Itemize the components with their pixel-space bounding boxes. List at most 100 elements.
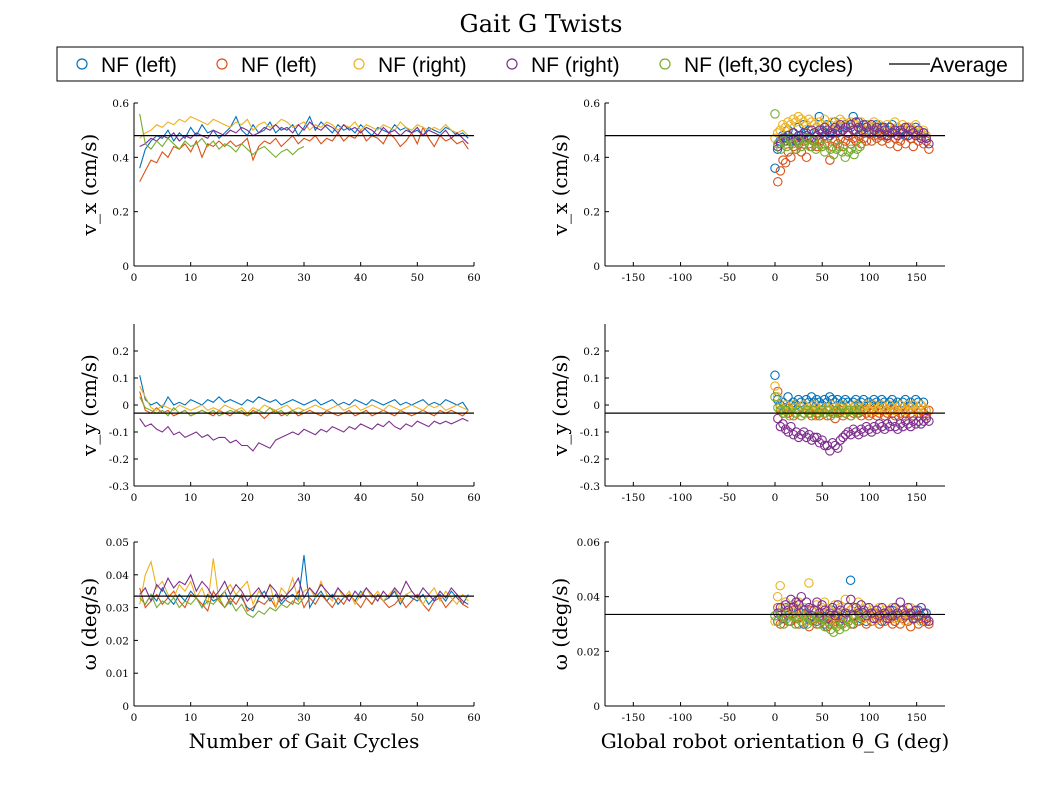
- data-point: [869, 400, 879, 410]
- x-tick-label: 150: [907, 272, 927, 284]
- legend-label: NF (left): [241, 54, 317, 77]
- x-tick-label: -50: [719, 272, 736, 284]
- series-line-3: [139, 385, 469, 414]
- y-tick-label: -0.2: [580, 454, 600, 466]
- series-scatter-5: [770, 109, 865, 163]
- data-point: [812, 597, 822, 607]
- data-point: [781, 141, 792, 152]
- y-tick-label: 0.4: [112, 152, 129, 164]
- legend: NF (left) NF (left) NF (right) NF (right) NF…: [56, 46, 1024, 82]
- data-point: [827, 128, 838, 138]
- data-point: [772, 591, 783, 602]
- data-point: [882, 405, 892, 416]
- data-point: [770, 611, 780, 621]
- x-tick-label: 60: [467, 272, 480, 284]
- data-point: [895, 597, 906, 607]
- x-tick-label: -150: [622, 492, 646, 504]
- y-tick-label: -0.2: [109, 454, 129, 466]
- data-point: [916, 128, 926, 138]
- x-tick-label: 30: [297, 712, 310, 724]
- data-point: [855, 141, 865, 152]
- data-point: [837, 402, 848, 413]
- data-point: [780, 122, 791, 133]
- y-tick-label: 0.04: [577, 592, 601, 604]
- data-point: [892, 141, 903, 152]
- data-point: [846, 411, 856, 421]
- data-point: [783, 117, 793, 127]
- data-point: [776, 405, 786, 416]
- data-point: [877, 400, 887, 410]
- data-point: [781, 405, 792, 416]
- y-tick-label: 0.2: [112, 346, 129, 358]
- data-point: [799, 139, 810, 149]
- data-point: [773, 139, 783, 149]
- data-point: [819, 122, 830, 133]
- y-tick-label: -0.1: [109, 427, 129, 439]
- data-point: [895, 125, 906, 135]
- data-point: [838, 125, 848, 135]
- y-tick-label: 0.2: [112, 207, 129, 219]
- data-point: [892, 424, 903, 435]
- data-point: [770, 109, 780, 119]
- data-point: [834, 624, 845, 635]
- data-point: [898, 421, 908, 432]
- data-point: [903, 400, 913, 410]
- data-point: [773, 402, 783, 413]
- data-point: [778, 602, 788, 613]
- y-tick-label: -0.3: [109, 481, 129, 493]
- x-tick-label: -100: [669, 712, 693, 724]
- data-point: [770, 370, 780, 381]
- x-axis-label: Global robot orientation θ_G (deg): [601, 729, 950, 753]
- data-point: [905, 421, 916, 432]
- data-point: [780, 158, 791, 168]
- data-point: [825, 446, 835, 456]
- data-point: [820, 147, 830, 157]
- data-point: [802, 619, 812, 629]
- data-point: [846, 619, 856, 629]
- data-point: [900, 405, 911, 416]
- data-point: [804, 578, 814, 588]
- data-point: [921, 413, 932, 424]
- data-point: [834, 141, 845, 152]
- data-point: [793, 432, 804, 443]
- legend-marker: [216, 58, 228, 70]
- data-point: [775, 421, 786, 432]
- data-point: [879, 424, 890, 435]
- data-point: [814, 619, 824, 629]
- x-tick-label: -100: [669, 272, 693, 284]
- series-line-1: [139, 555, 469, 612]
- y-tick-label: 0.2: [583, 346, 600, 358]
- x-tick-label: 50: [411, 492, 424, 504]
- x-tick-label: 40: [354, 712, 367, 724]
- data-point: [845, 117, 856, 127]
- panels: 0 0.2 0.4 0.6 0 10 20 30 40 50 60 v_x (cm/s) 0 0.2 0.4…: [77, 98, 949, 753]
- legend-marker: [506, 58, 518, 70]
- data-point: [773, 386, 783, 397]
- data-point: [811, 611, 821, 621]
- data-point: [908, 128, 919, 138]
- data-point: [828, 627, 839, 637]
- data-point: [819, 114, 830, 125]
- legend-label: NF (right): [531, 54, 620, 77]
- data-point: [921, 616, 932, 627]
- data-point: [801, 152, 812, 163]
- x-tick-label: 50: [816, 492, 829, 504]
- data-point: [812, 432, 822, 443]
- data-point: [786, 594, 796, 605]
- data-point: [921, 133, 932, 144]
- data-point: [887, 416, 898, 426]
- data-point: [775, 139, 786, 149]
- data-point: [856, 424, 866, 435]
- y-axis-label: ω (deg/s): [548, 578, 572, 671]
- legend-label: NF (left): [101, 54, 177, 77]
- x-tick-label: 0: [772, 492, 779, 504]
- data-point: [796, 147, 807, 157]
- series-line-3: [139, 115, 469, 139]
- data-point: [793, 136, 804, 146]
- x-tick-label: 10: [184, 712, 197, 724]
- data-point: [845, 575, 856, 586]
- data-point: [840, 429, 851, 440]
- data-point: [784, 616, 795, 627]
- data-point: [785, 119, 796, 130]
- data-point: [916, 133, 926, 144]
